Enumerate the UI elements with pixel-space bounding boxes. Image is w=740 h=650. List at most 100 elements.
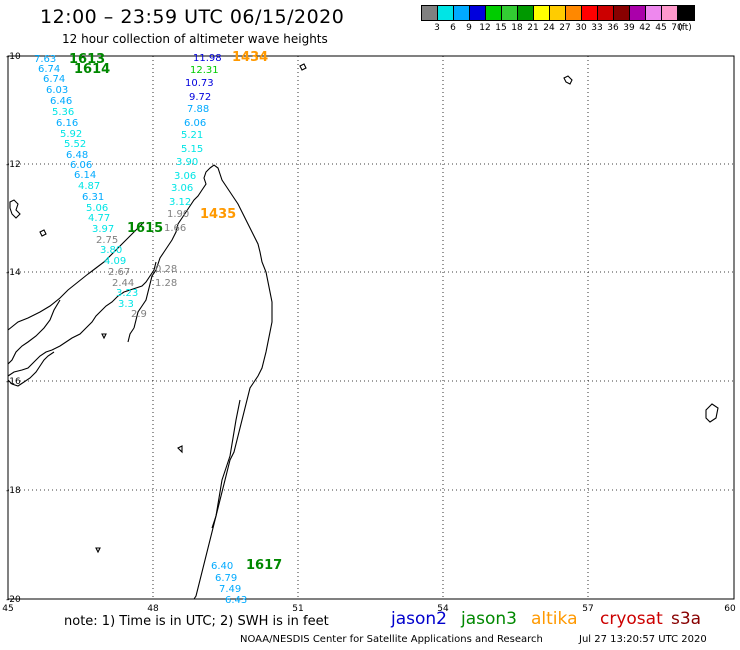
map-grid	[8, 56, 734, 599]
wave-height-value: 5.36	[52, 107, 74, 118]
legend-swatch	[422, 6, 438, 20]
lon-label-45: 45	[2, 604, 13, 614]
african-coast-2	[7, 351, 55, 387]
pass-label: 1617	[246, 558, 282, 573]
legend-swatch	[550, 6, 566, 20]
wave-height-value: 0.28	[155, 264, 177, 275]
madagascar-coast	[133, 164, 273, 600]
wave-height-value: 6.03	[46, 85, 68, 96]
lat-label-m14: -14	[6, 268, 21, 278]
sat-legend-jason2: jason2	[391, 609, 447, 629]
legend-label: 70	[671, 23, 683, 33]
legend-label: (ft)	[678, 23, 692, 33]
island-3	[177, 445, 183, 454]
legend-swatch	[486, 6, 502, 20]
wave-height-value: 6.40	[211, 561, 233, 572]
wave-height-legend: 3 6 9 12 15 18 21 24 27 30 33 36 39 42 45 70 (ft)	[421, 5, 695, 33]
wave-height-value: 2.67	[108, 267, 130, 278]
wave-height-value: 3.23	[116, 288, 138, 299]
legend-label: 45	[655, 23, 667, 33]
legend-swatch	[470, 6, 486, 20]
map-title: 12:00 – 23:59 UTC 06/15/2020	[40, 6, 345, 28]
wave-height-value: 3.90	[176, 157, 198, 168]
legend-swatch	[678, 6, 694, 20]
wave-height-value: 6.74	[43, 74, 65, 85]
legend-swatch	[646, 6, 662, 20]
map-subtitle: 12 hour collection of altimeter wave hei…	[62, 32, 328, 46]
wave-height-value: 5.52	[64, 139, 86, 150]
legend-swatch	[630, 6, 646, 20]
legend-swatch	[454, 6, 470, 20]
coastline	[7, 63, 719, 600]
legend-swatch	[518, 6, 534, 20]
lon-label-51: 51	[292, 604, 303, 614]
legend-swatch	[438, 6, 454, 20]
wave-height-value: 1.66	[164, 223, 186, 234]
wave-height-value: 6.06	[70, 160, 92, 171]
african-coast	[7, 221, 157, 377]
wave-height-value: 1.28	[155, 278, 177, 289]
wave-height-value: 7.49	[219, 584, 241, 595]
wave-height-value: 11.98	[193, 53, 222, 64]
timestamp-text: Jul 27 13:20:57 UTC 2020	[579, 634, 707, 645]
pass-label: 1613	[69, 52, 105, 67]
wave-height-value: 3.06	[174, 171, 196, 182]
legend-label: 36	[607, 23, 619, 33]
legend-label: 33	[591, 23, 603, 33]
legend-swatch	[662, 6, 678, 20]
wave-height-value: 3.97	[92, 224, 114, 235]
pass-label: 1434	[232, 50, 268, 65]
legend-swatch	[534, 6, 550, 20]
wave-height-value: 3.3	[118, 299, 134, 310]
madagascar-west-coast	[127, 327, 135, 343]
legend-swatch	[502, 6, 518, 20]
legend-label: 6	[450, 23, 456, 33]
wave-height-value: 4.09	[104, 256, 126, 267]
wave-height-value: 6.16	[56, 118, 78, 129]
lon-label-54: 54	[437, 604, 449, 614]
legend-swatch	[582, 6, 598, 20]
wave-height-value: 3.06	[171, 183, 193, 194]
pass-label: 1615	[127, 221, 163, 236]
wave-height-value: 6.74	[38, 64, 60, 75]
wave-height-value: 5.15	[181, 144, 203, 155]
legend-label: 39	[623, 23, 635, 33]
pass-label: 1614	[74, 62, 110, 77]
mauritius-island	[705, 403, 719, 423]
sat-legend-cryosat: cryosat	[600, 609, 663, 629]
legend-labels: 3 6 9 12 15 18 21 24 27 30 33 36 39 42 45 70 (ft)	[421, 21, 695, 33]
wave-height-value: 5.21	[181, 130, 203, 141]
legend-label: 27	[559, 23, 571, 33]
wave-height-value: 6.31	[82, 192, 104, 203]
island-4	[95, 547, 101, 554]
legend-swatch	[566, 6, 582, 20]
map-frame	[7, 55, 735, 600]
legend-label: 12	[479, 23, 491, 33]
wave-height-value: 3.12	[169, 197, 191, 208]
lat-label-m16: -16	[6, 377, 21, 387]
comoros-island-3	[101, 333, 107, 340]
wave-height-value: 5.92	[60, 129, 82, 140]
wave-height-value: 7.88	[187, 104, 209, 115]
island-2	[563, 75, 573, 85]
footer-note: note: 1) Time is in UTC; 2) SWH is in fe…	[64, 614, 329, 629]
wave-height-value: 2.75	[96, 235, 118, 246]
wave-height-value: 2.44	[112, 278, 134, 289]
legend-label: 30	[575, 23, 587, 33]
wave-height-value: 12.31	[190, 65, 219, 76]
legend-label: 42	[639, 23, 651, 33]
lat-label-m10: -10	[6, 52, 21, 62]
sat-legend-altika: altika	[531, 609, 578, 629]
lat-label-m20: -20	[6, 595, 21, 605]
legend-label: 15	[495, 23, 507, 33]
wave-height-value: 6.06	[184, 118, 206, 129]
legend-label: 3	[434, 23, 440, 33]
wave-height-value: 10.73	[185, 78, 214, 89]
wave-height-value: 9.72	[189, 92, 211, 103]
lon-label-57: 57	[582, 604, 593, 614]
wave-height-value: 4.87	[78, 181, 100, 192]
wave-height-value: 4.77	[88, 213, 110, 224]
legend-swatch	[614, 6, 630, 20]
sat-legend-s3a: s3a	[671, 609, 702, 629]
